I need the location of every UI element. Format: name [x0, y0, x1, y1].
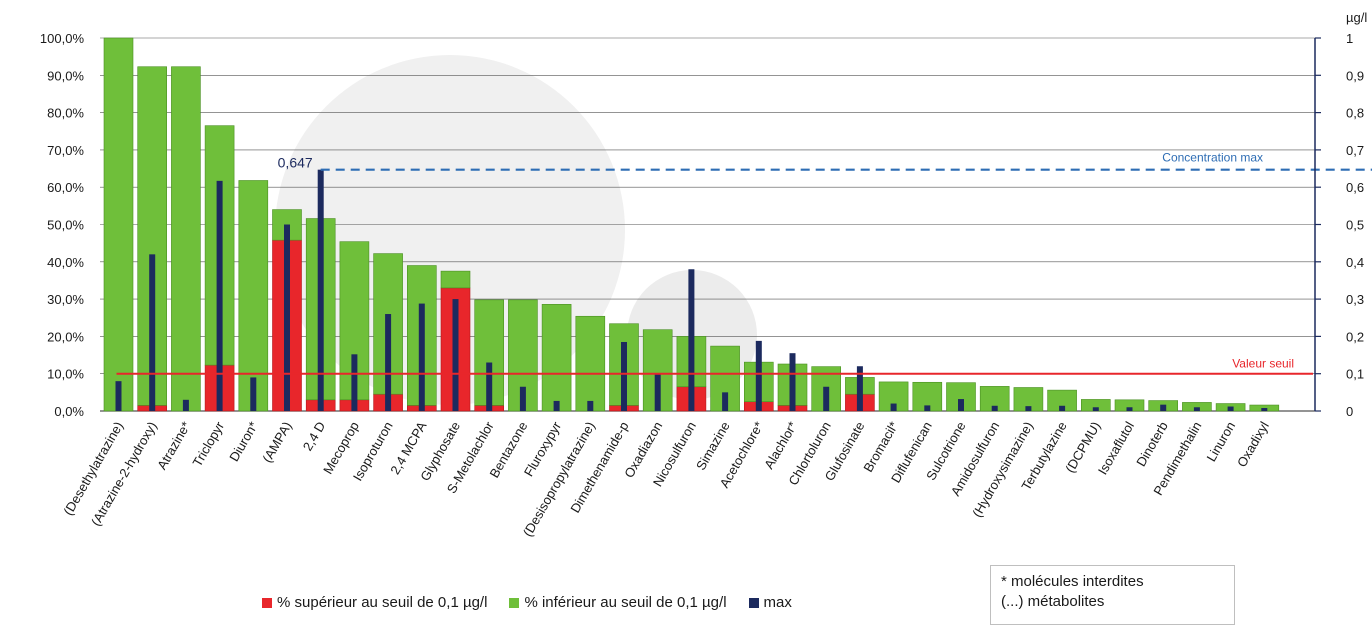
legend-label-above: % supérieur au seuil de 0,1 µg/l [277, 594, 487, 611]
y-right-tick-label: 0,2 [1346, 329, 1364, 344]
bar-max-concentration [217, 181, 223, 411]
bar-max-concentration [1261, 408, 1267, 411]
bar-max-concentration [520, 387, 526, 411]
y-right-tick-label: 0,6 [1346, 180, 1364, 195]
category-label: (Hydroxysimazine) [969, 419, 1036, 520]
bar-max-concentration [385, 314, 391, 411]
bar-max-concentration [453, 299, 459, 411]
bar-max-concentration [621, 342, 627, 411]
bar-max-concentration [183, 400, 189, 411]
note-forbidden: * molécules interdites [1001, 572, 1224, 592]
bar-max-concentration [116, 381, 122, 411]
bar-max-concentration [924, 405, 930, 411]
bar-below-threshold [104, 38, 133, 411]
legend-label-below: % inférieur au seuil de 0,1 µg/l [524, 594, 726, 611]
y-left-tick-label: 60,0% [47, 180, 84, 195]
y-left-tick-label: 40,0% [47, 255, 84, 270]
y-left-tick-label: 80,0% [47, 106, 84, 121]
y-left-tick-label: 0,0% [54, 404, 84, 419]
max-concentration-label: Concentration max [1162, 151, 1263, 165]
category-label: (AMPA) [259, 419, 294, 465]
legend-swatch-green [509, 598, 519, 608]
bar-max-concentration [149, 254, 155, 411]
legend-item-below: % inférieur au seuil de 0,1 µg/l [509, 594, 726, 611]
chart: Valeur seuil Concentration max 0,647 0,0% 1… [0, 0, 1372, 594]
bar-max-concentration [1194, 407, 1200, 411]
bar-max-concentration [992, 406, 998, 411]
legend: % supérieur au seuil de 0,1 µg/l % infér… [262, 594, 792, 611]
y-right-unit-label: µg/l [1346, 10, 1367, 25]
bar-max-concentration [1127, 407, 1133, 411]
y-right-tick-label: 0,1 [1346, 367, 1364, 382]
y-left-tick-label: 20,0% [47, 329, 84, 344]
legend-item-above: % supérieur au seuil de 0,1 µg/l [262, 594, 487, 611]
y-right-tick-label: 0,4 [1346, 255, 1364, 270]
bar-max-concentration [486, 363, 492, 411]
y-left-tick-label: 100,0% [40, 31, 85, 46]
bar-max-concentration [1160, 405, 1166, 411]
threshold-label: Valeur seuil [1232, 357, 1294, 371]
bar-max-concentration [419, 304, 425, 411]
bar-below-threshold [576, 316, 605, 411]
bar-below-threshold [441, 271, 470, 288]
category-label: Atrazine* [154, 419, 193, 472]
note-metabolites: (...) métabolites [1001, 592, 1224, 612]
legend-swatch-navy [749, 598, 759, 608]
category-label: Oxadixyl [1234, 419, 1272, 470]
y-right-tick-label: 0,8 [1346, 106, 1364, 121]
category-labels: (Desethylatrazine)(Atrazine-2-hydroxy)At… [60, 418, 1272, 539]
bar-max-concentration [756, 341, 762, 411]
legend-item-max: max [749, 594, 792, 611]
bar-max-concentration [958, 399, 964, 411]
bar-max-concentration [284, 225, 290, 412]
y-right-tick-label: 0,3 [1346, 292, 1364, 307]
bar-max-concentration [318, 170, 324, 411]
bar-max-concentration [688, 269, 694, 411]
category-label: (Desethylatrazine) [60, 419, 126, 518]
notes-box: * molécules interdites (...) métabolites [990, 565, 1235, 625]
category-label: 2,4 D [300, 419, 329, 453]
y-left-tick-label: 10,0% [47, 367, 84, 382]
bar-max-concentration [351, 354, 357, 411]
bar-max-concentration [250, 377, 256, 411]
y-right-tick-label: 0,9 [1346, 68, 1364, 83]
bar-max-concentration [1228, 407, 1234, 411]
y-left-tick-label: 30,0% [47, 292, 84, 307]
y-right-tick-label: 0 [1346, 404, 1353, 419]
bar-max-concentration [554, 401, 560, 411]
bar-max-concentration [891, 404, 897, 411]
bar-max-concentration [1093, 407, 1099, 411]
bar-max-concentration [722, 392, 728, 411]
y-right-tick-label: 0,7 [1346, 143, 1364, 158]
bar-below-threshold [171, 67, 200, 411]
bar-max-concentration [655, 374, 661, 411]
y-right-tick-label: 1 [1346, 31, 1353, 46]
category-label: Triclopyr [190, 418, 228, 469]
bar-max-concentration [1025, 406, 1031, 411]
y-left-tick-label: 70,0% [47, 143, 84, 158]
category-label: Linuron [1204, 419, 1239, 464]
category-label: Dinoterb [1133, 419, 1171, 469]
legend-swatch-red [262, 598, 272, 608]
category-label: Diuron* [226, 419, 261, 464]
y-left-tick-label: 90,0% [47, 68, 84, 83]
bar-max-concentration [1059, 406, 1065, 411]
bar-max-concentration [823, 387, 829, 411]
y-left-tick-label: 50,0% [47, 218, 84, 233]
bar-below-threshold [239, 180, 268, 411]
max-concentration-annotation: 0,647 [278, 155, 313, 171]
bar-max-concentration [790, 353, 796, 411]
y-right-tick-label: 0,5 [1346, 218, 1364, 233]
legend-label-max: max [764, 594, 792, 611]
bar-max-concentration [587, 401, 593, 411]
bar-below-threshold [542, 304, 571, 411]
